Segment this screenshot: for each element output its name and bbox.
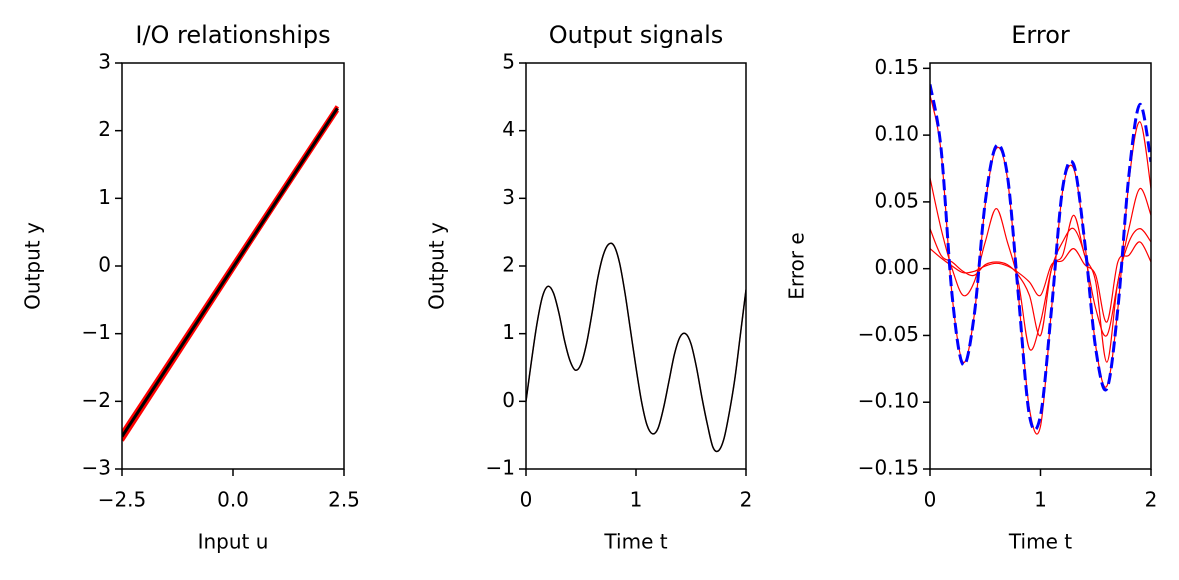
data-line xyxy=(930,84,1151,432)
y-tick-label: 1 xyxy=(502,320,515,344)
y-tick-label: 0.10 xyxy=(874,122,919,146)
data-line xyxy=(930,177,1151,351)
data-line xyxy=(526,242,746,453)
data-line xyxy=(930,94,1151,435)
data-line xyxy=(526,242,746,453)
x-tick-label: 0 xyxy=(520,488,533,512)
y-axis-label: Output y xyxy=(425,222,449,310)
axes-frame xyxy=(929,62,1152,470)
y-tick-label: 1 xyxy=(98,185,111,209)
x-tick-label: 0.0 xyxy=(217,488,249,512)
x-axis-label: Time t xyxy=(603,530,667,554)
axes-frame xyxy=(121,62,345,470)
y-tick-label: 5 xyxy=(502,50,515,74)
y-tick-label: 0 xyxy=(98,253,111,277)
x-tick-label: 2 xyxy=(1145,488,1158,512)
y-tick-label: 0.00 xyxy=(874,255,919,279)
data-line xyxy=(122,107,339,438)
y-axis-label: Error e xyxy=(785,232,809,299)
chart-title: I/O relationships xyxy=(135,21,330,49)
y-tick-label: 0 xyxy=(502,388,515,412)
y-tick-label: 4 xyxy=(502,117,515,141)
data-line xyxy=(930,214,1151,363)
y-tick-label: 2 xyxy=(502,253,515,277)
x-tick-label: 1 xyxy=(630,488,643,512)
y-tick-label: −1 xyxy=(486,456,515,480)
y-tick-label: −2 xyxy=(82,388,111,412)
x-axis-label: Time t xyxy=(1008,530,1072,554)
y-tick-label: −0.05 xyxy=(858,322,919,346)
y-tick-label: 0.15 xyxy=(874,55,919,79)
data-line xyxy=(930,241,1151,323)
x-axis-label: Input u xyxy=(198,530,269,554)
y-tick-label: 2 xyxy=(98,117,111,141)
x-tick-label: 2.5 xyxy=(328,488,360,512)
x-tick-label: −2.5 xyxy=(98,488,147,512)
y-tick-label: 0.05 xyxy=(874,188,919,212)
y-tick-label: 3 xyxy=(502,185,515,209)
x-tick-label: 2 xyxy=(740,488,753,512)
y-tick-label: −0.10 xyxy=(858,389,919,413)
axes-frame xyxy=(525,62,747,470)
y-tick-label: −3 xyxy=(82,456,111,480)
y-tick-label: −0.15 xyxy=(858,456,919,480)
y-tick-label: −1 xyxy=(82,320,111,344)
y-axis-label: Output y xyxy=(21,222,45,310)
x-tick-label: 0 xyxy=(924,488,937,512)
y-tick-label: 3 xyxy=(98,50,111,74)
x-tick-label: 1 xyxy=(1034,488,1047,512)
chart-title: Output signals xyxy=(549,21,724,49)
chart-title: Error xyxy=(1011,21,1070,49)
